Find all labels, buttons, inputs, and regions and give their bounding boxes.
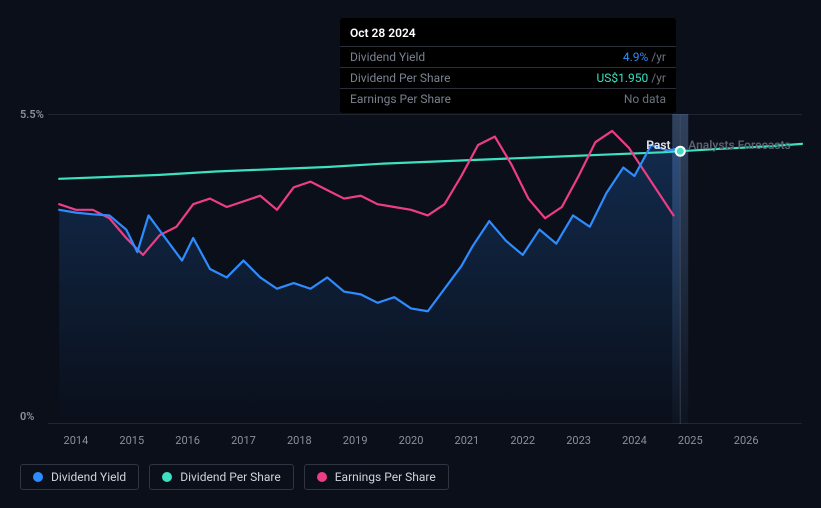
legend-item-dividend-per-share[interactable]: Dividend Per Share: [149, 464, 294, 490]
x-tick: 2018: [287, 434, 312, 447]
legend-swatch: [317, 472, 327, 482]
tooltip-row-value: 4.9%/yr: [623, 50, 666, 64]
x-tick: 2019: [343, 434, 368, 447]
chart-tooltip: Oct 28 2024 Dividend Yield4.9%/yrDividen…: [340, 18, 676, 113]
tooltip-row: Dividend Per Share US$1.950/yr: [340, 67, 676, 88]
tooltip-date: Oct 28 2024: [340, 22, 676, 46]
forecast-label: Analysts Forecasts: [688, 138, 790, 152]
legend-swatch: [162, 472, 172, 482]
x-tick: 2022: [510, 434, 535, 447]
x-axis: 2014 2015 2016 2017 2018 2019 2020 2021 2022 2023…: [48, 434, 802, 448]
legend-label: Dividend Yield: [51, 470, 126, 484]
x-tick: 2024: [622, 434, 647, 447]
x-tick: 2017: [231, 434, 256, 447]
legend-swatch: [33, 472, 43, 482]
x-tick: 2016: [175, 434, 200, 447]
y-axis-min-label: 0%: [20, 410, 34, 423]
past-label: Past: [646, 138, 670, 152]
tooltip-row-label: Dividend Per Share: [350, 71, 451, 85]
chart-svg: [48, 114, 802, 424]
x-tick: 2015: [119, 434, 144, 447]
x-tick: 2026: [734, 434, 759, 447]
tooltip-row: Dividend Yield 4.9%/yr: [340, 46, 676, 67]
legend-label: Dividend Per Share: [180, 470, 281, 484]
chart-legend: Dividend Yield Dividend Per Share Earnings…: [20, 464, 449, 490]
legend-label: Earnings Per Share: [335, 470, 436, 484]
tooltip-row-label: Dividend Yield: [350, 50, 425, 64]
tooltip-row-value: US$1.950/yr: [597, 71, 667, 85]
y-axis-max-label: 5.5%: [20, 108, 44, 121]
x-tick: 2023: [566, 434, 591, 447]
x-tick: 2021: [455, 434, 480, 447]
x-tick: 2025: [678, 434, 703, 447]
tooltip-rows: Dividend Yield 4.9%/yr Dividend Per Share U…: [340, 46, 676, 109]
legend-item-earnings-per-share[interactable]: Earnings Per Share: [304, 464, 449, 490]
x-tick: 2014: [64, 434, 89, 447]
tooltip-row-label: Earnings Per Share: [350, 92, 451, 106]
tooltip-row-value: No data: [624, 92, 666, 106]
plot-area[interactable]: Past Analysts Forecasts: [48, 114, 802, 424]
tooltip-row: Earnings Per Share No data: [340, 88, 676, 109]
x-tick: 2020: [399, 434, 424, 447]
legend-item-dividend-yield[interactable]: Dividend Yield: [20, 464, 139, 490]
dividend-chart: 5.5% 0% Past Analysts Forecasts 2014 2015…: [20, 108, 802, 448]
